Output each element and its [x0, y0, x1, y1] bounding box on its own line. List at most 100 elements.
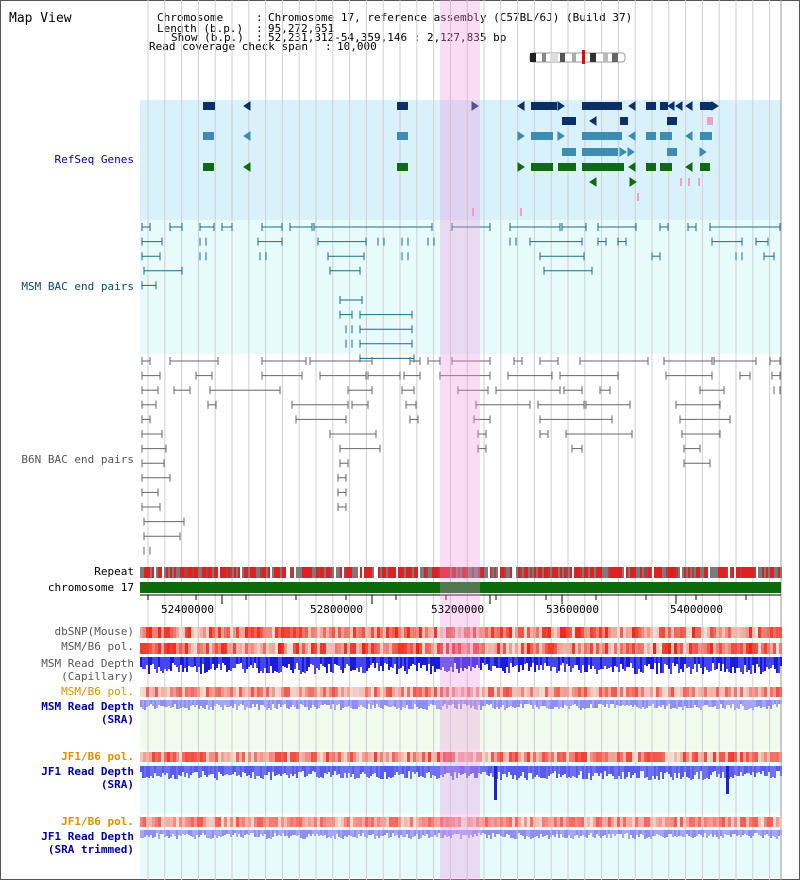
read-depth-bar — [302, 700, 304, 705]
polymorphism-cell — [395, 752, 398, 762]
read-depth-bar — [292, 766, 294, 776]
read-depth-bar — [154, 700, 156, 709]
read-depth-bar — [638, 700, 640, 708]
read-depth-bar — [470, 657, 472, 671]
read-depth-bar — [740, 700, 742, 704]
repeat-element — [448, 567, 450, 578]
track-label-repeat[interactable]: Repeat — [94, 565, 134, 578]
read-depth-bar — [208, 766, 210, 775]
polymorphism-cell — [356, 687, 359, 697]
read-depth-bar — [610, 766, 612, 774]
polymorphism-cell — [353, 752, 356, 762]
repeat-element — [234, 567, 236, 578]
repeat-element — [270, 567, 272, 578]
track-label-msm-bac[interactable]: MSM BAC end pairs — [21, 280, 134, 293]
read-depth-bar — [200, 700, 202, 706]
read-depth-bar — [498, 830, 500, 834]
polymorphism-cell — [281, 627, 284, 638]
read-depth-bar — [778, 700, 780, 704]
polymorphism-cell — [176, 752, 179, 762]
read-depth-bar — [628, 700, 630, 706]
gene-block — [582, 148, 618, 156]
polymorphism-cell — [365, 687, 368, 697]
polymorphism-cell — [302, 627, 305, 638]
track-label-jf1-pol[interactable]: JF1/B6 pol. — [61, 750, 134, 763]
read-depth-bar — [666, 657, 668, 665]
polymorphism-cell — [419, 817, 422, 827]
read-depth-bar — [568, 700, 570, 709]
polymorphism-cell — [437, 687, 440, 697]
read-depth-bar — [688, 700, 690, 708]
read-depth-bar — [776, 700, 778, 707]
repeat-element — [754, 567, 756, 578]
polymorphism-cell — [290, 752, 293, 762]
repeat-element — [698, 567, 700, 578]
read-depth-bar — [352, 700, 354, 709]
read-depth-bar — [414, 657, 416, 665]
polymorphism-cell — [299, 627, 302, 638]
track-label-msm-pol[interactable]: MSM/B6 pol. — [61, 640, 134, 653]
polymorphism-cell — [515, 627, 518, 638]
read-depth-bar — [564, 657, 566, 672]
read-depth-bar — [192, 700, 194, 705]
track-label-dbsnp[interactable]: dbSNP(Mouse) — [54, 625, 134, 638]
gene-block — [203, 132, 214, 140]
polymorphism-cell — [350, 752, 353, 762]
read-depth-bar — [668, 830, 670, 834]
read-depth-bar — [522, 766, 524, 772]
read-depth-bar — [456, 657, 458, 669]
read-depth-bar — [480, 657, 482, 670]
track-label-jf1-depth-trimmed[interactable]: JF1 Read Depth — [41, 830, 134, 843]
read-depth-bar — [532, 766, 534, 779]
read-depth-bar — [444, 830, 446, 835]
polymorphism-cell — [170, 752, 173, 762]
read-depth-bar — [494, 700, 496, 709]
track-label-chromosome[interactable]: chromosome 17 — [47, 581, 134, 594]
track-label-b6n-bac[interactable]: B6N BAC end pairs — [21, 453, 134, 466]
track-label-msm-depth-capillary-sub: (Capillary) — [61, 670, 134, 683]
read-depth-bar — [140, 766, 142, 772]
read-depth-bar — [402, 700, 404, 707]
read-depth-bar — [190, 766, 192, 775]
read-depth-bar — [458, 700, 460, 704]
read-depth-bar — [464, 700, 466, 704]
track-label-jf1-pol-trimmed[interactable]: JF1/B6 pol. — [61, 815, 134, 828]
track-label-msm-depth-sra[interactable]: MSM Read Depth — [41, 700, 134, 713]
polymorphism-cell — [527, 752, 530, 762]
read-depth-bar — [698, 830, 700, 834]
polymorphism-cell — [227, 817, 230, 827]
polymorphism-cell — [749, 687, 752, 697]
polymorphism-cell — [761, 817, 764, 827]
polymorphism-cell — [728, 687, 731, 697]
polymorphism-cell — [581, 687, 584, 697]
polymorphism-cell — [563, 752, 566, 762]
polymorphism-cell — [677, 687, 680, 697]
read-depth-bar — [192, 766, 194, 773]
polymorphism-cell — [185, 752, 188, 762]
polymorphism-cell — [293, 643, 296, 654]
polymorphism-cell — [518, 687, 521, 697]
polymorphism-cell — [485, 752, 488, 762]
read-depth-bar — [146, 830, 148, 835]
repeat-element — [432, 567, 434, 578]
polymorphism-cell — [413, 627, 416, 638]
track-label-msm-depth-capillary[interactable]: MSM Read Depth — [41, 657, 134, 670]
read-depth-bar — [224, 766, 226, 775]
polymorphism-cell — [248, 817, 251, 827]
polymorphism-cell — [752, 627, 755, 638]
read-depth-bar — [736, 830, 738, 836]
polymorphism-cell — [665, 643, 668, 654]
polymorphism-cell — [413, 643, 416, 654]
read-depth-bar — [566, 766, 568, 778]
track-label-refseq[interactable]: RefSeq Genes — [54, 153, 134, 166]
track-label-jf1-depth[interactable]: JF1 Read Depth — [41, 765, 134, 778]
polymorphism-cell — [776, 643, 779, 654]
track-label-msm-pol-sra[interactable]: MSM/B6 pol. — [61, 685, 134, 698]
polymorphism-cell — [665, 627, 668, 638]
polymorphism-cell — [227, 687, 230, 697]
polymorphism-cell — [584, 687, 587, 697]
polymorphism-cell — [197, 627, 200, 638]
read-depth-bar — [164, 830, 166, 837]
read-depth-bar — [758, 830, 760, 835]
